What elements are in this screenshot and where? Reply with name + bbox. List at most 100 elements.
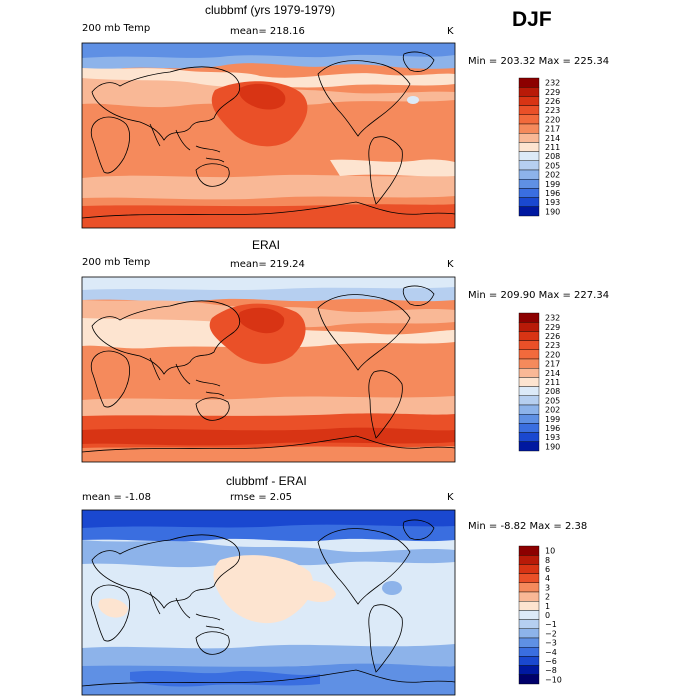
colorbar-3-swatch	[518, 619, 540, 629]
colorbar-3-swatch	[518, 637, 540, 648]
colorbar-3-label: −8	[545, 666, 557, 675]
colorbar-3-label: 4	[545, 574, 550, 583]
colorbar-2-swatch	[518, 423, 540, 433]
colorbar-3-label: 8	[545, 556, 550, 565]
colorbar-3-swatch	[518, 610, 540, 620]
colorbar-3-label: −6	[545, 657, 557, 666]
colorbar-1-swatch	[518, 77, 540, 88]
colorbar-3-label: 0	[545, 611, 550, 620]
panel3-coastlines	[82, 519, 455, 687]
colorbar-1-label: 214	[545, 134, 560, 143]
colorbar-3-label: 2	[545, 593, 550, 602]
colorbar-3-label: −2	[545, 629, 557, 638]
colorbar-2-label: 229	[545, 323, 560, 332]
colorbar-2-swatch	[518, 358, 540, 369]
colorbar-2-label: 217	[545, 360, 560, 369]
colorbar-2-label: 220	[545, 350, 560, 359]
panel1-mean: mean= 218.16	[230, 26, 305, 37]
season-label: DJF	[512, 8, 552, 31]
colorbar-3-swatch	[518, 647, 540, 657]
colorbar-3-label: 3	[545, 583, 550, 592]
colorbar-2-swatch	[518, 377, 540, 387]
colorbar-2-label: 226	[545, 332, 560, 341]
colorbar-3-label: −4	[545, 648, 557, 657]
colorbar-2-label: 214	[545, 369, 560, 378]
colorbar-2-swatch	[518, 322, 540, 332]
panel3-title: clubbmf - ERAI	[226, 474, 307, 488]
colorbar-1-label: 196	[545, 189, 560, 198]
colorbar-2-label: 196	[545, 424, 560, 433]
colorbar-2-swatch	[518, 441, 540, 452]
colorbar-3-swatch	[518, 582, 540, 593]
colorbar-1-swatch	[518, 188, 540, 198]
colorbar-3-swatch	[518, 656, 540, 666]
colorbar-2-label: 232	[545, 314, 560, 323]
colorbar-2-swatch	[518, 349, 540, 360]
colorbar-3-label: −1	[545, 620, 557, 629]
colorbar-2-label: 190	[545, 442, 560, 451]
panel2-coastlines	[82, 285, 455, 453]
colorbar-1-swatch	[518, 197, 540, 208]
panel2-title: ERAI	[252, 238, 281, 252]
colorbar-1-label: 226	[545, 97, 560, 106]
colorbar-2-label: 202	[545, 406, 560, 415]
colorbar-2-swatch	[518, 414, 540, 424]
colorbar-1-swatch	[518, 86, 540, 97]
colorbar-1-label: 220	[545, 115, 560, 124]
colorbar-2-swatch	[518, 432, 540, 443]
panel1-minmax: Min = 203.32 Max = 225.34	[468, 56, 610, 67]
panel3-units: K	[447, 492, 454, 503]
panel2-units: K	[447, 259, 454, 270]
panel3-left-label: mean = -1.08	[82, 492, 151, 503]
colorbar-3-label: 10	[545, 547, 555, 556]
colorbar-1-label: 217	[545, 125, 560, 134]
colorbar-3-swatch	[518, 545, 540, 556]
colorbar-2-swatch	[518, 331, 540, 341]
panel2-map	[82, 277, 455, 462]
colorbar-1-swatch	[518, 96, 540, 106]
colorbar-1-swatch	[518, 105, 540, 115]
colorbar-2-swatch	[518, 312, 540, 323]
panel2-mean: mean= 219.24	[230, 259, 305, 270]
colorbar-2-label: 199	[545, 415, 560, 424]
panel3-minmax: Min = -8.82 Max = 2.38	[468, 521, 588, 532]
panel2-left-label: 200 mb Temp	[82, 257, 151, 268]
colorbar-1-label: 232	[545, 79, 560, 88]
colorbar-1-swatch	[518, 123, 540, 134]
colorbar-1-swatch	[518, 151, 540, 162]
colorbar-1-swatch	[518, 114, 540, 125]
panel1-title: clubbmf (yrs 1979-1979)	[205, 3, 336, 17]
colorbar-1-label: 211	[545, 143, 560, 152]
colorbar-3-swatch	[518, 564, 540, 574]
colorbar-2-label: 193	[545, 433, 560, 442]
colorbar-2: 2322292262232202172142112082052021991961…	[518, 312, 560, 452]
colorbar-1-label: 193	[545, 198, 560, 207]
panel1-units: K	[447, 26, 454, 37]
colorbar-2-swatch	[518, 368, 540, 378]
colorbar-2-label: 208	[545, 387, 560, 396]
colorbar-2-swatch	[518, 386, 540, 397]
colorbar-2-label: 211	[545, 378, 560, 387]
panel2-minmax: Min = 209.90 Max = 227.34	[468, 290, 610, 301]
panel1-coastlines	[82, 51, 455, 219]
colorbar-1-label: 199	[545, 180, 560, 189]
panel3-frame	[81, 509, 456, 696]
colorbar-3-swatch	[518, 601, 540, 611]
colorbar-3-swatch	[518, 674, 540, 685]
colorbar-3-label: −3	[545, 639, 557, 648]
colorbar-1-label: 223	[545, 106, 560, 115]
colorbar-1: 2322292262232202172142112082052021991961…	[518, 77, 560, 216]
colorbar-3-swatch	[518, 628, 540, 639]
colorbar-3-label: −10	[545, 675, 562, 684]
colorbar-1-label: 202	[545, 171, 560, 180]
colorbar-1-swatch	[518, 132, 540, 143]
colorbar-2-label: 205	[545, 396, 560, 405]
colorbar-3-swatch	[518, 555, 540, 565]
panel3-map	[82, 510, 455, 695]
colorbar-2-swatch	[518, 340, 540, 351]
colorbar-2-swatch	[518, 395, 540, 406]
colorbar-1-swatch	[518, 169, 540, 180]
colorbar-1-swatch	[518, 160, 540, 171]
